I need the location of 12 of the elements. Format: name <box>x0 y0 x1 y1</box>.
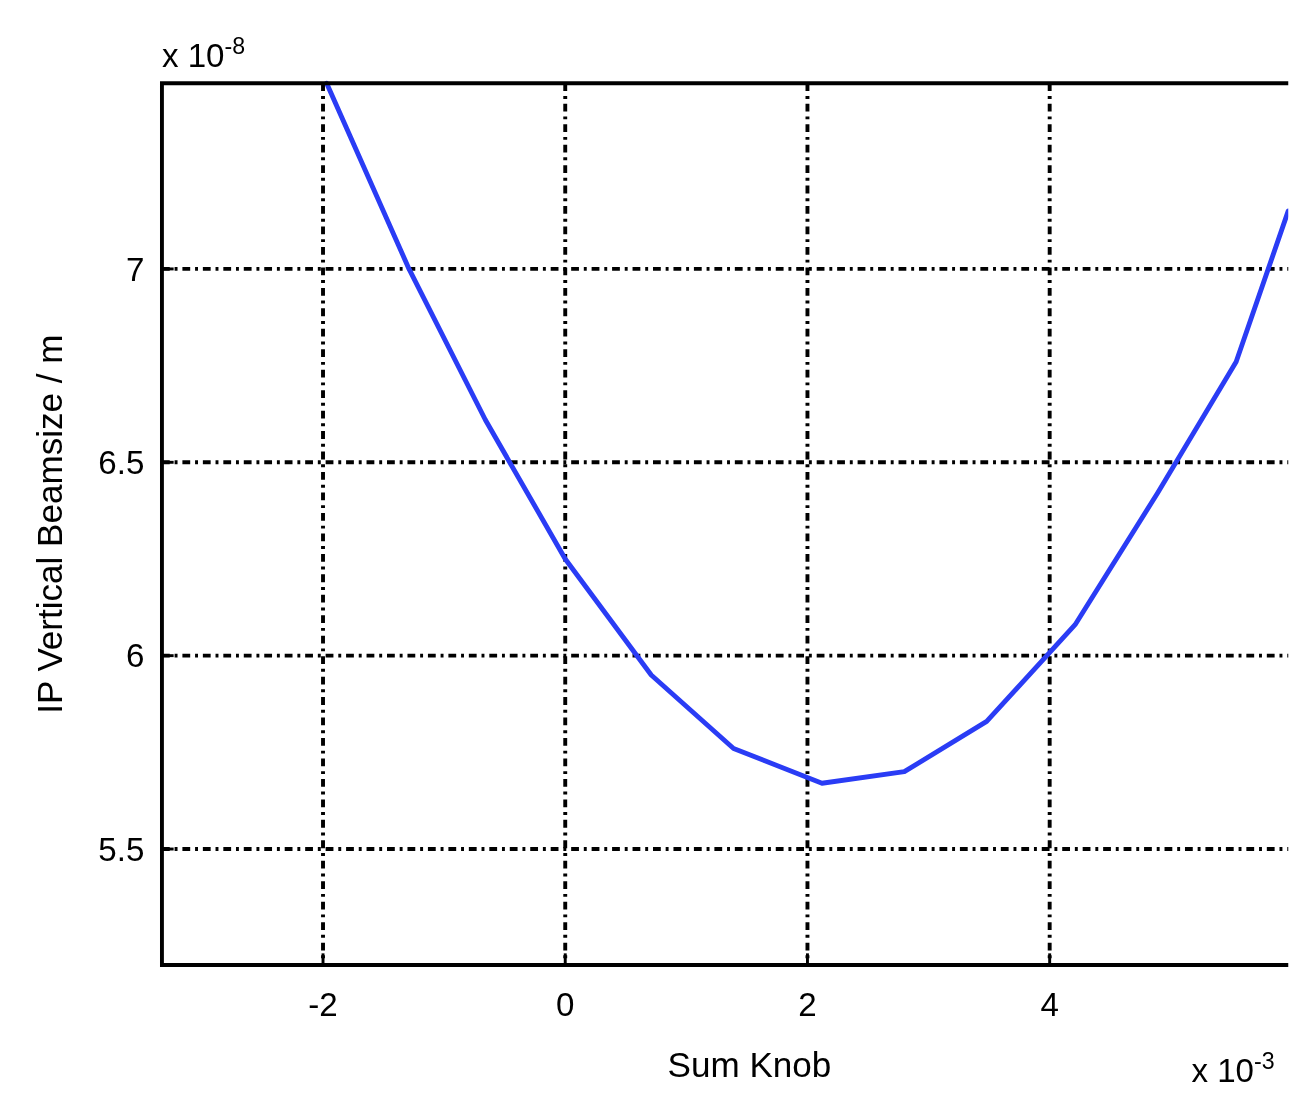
x-tick-label: 4 <box>1040 985 1059 1023</box>
x-tick-label: -2 <box>308 985 338 1023</box>
x-tick-label: 2 <box>798 985 817 1023</box>
x-tick-label: 0 <box>556 985 575 1023</box>
y-tick-label: 5.5 <box>98 830 145 868</box>
y-axis-title: IP Vertical Beamsize / m <box>29 334 69 714</box>
text: x 10$^{-3}$ <box>1191 1047 1275 1089</box>
text: x 10$^{-8}$ <box>161 32 246 74</box>
x-axis-title: Sum Knob <box>667 1045 832 1085</box>
y-tick-label: 6.5 <box>98 443 145 481</box>
y-tick-label: 6 <box>125 637 145 675</box>
y-tick-label: 7 <box>125 250 145 288</box>
